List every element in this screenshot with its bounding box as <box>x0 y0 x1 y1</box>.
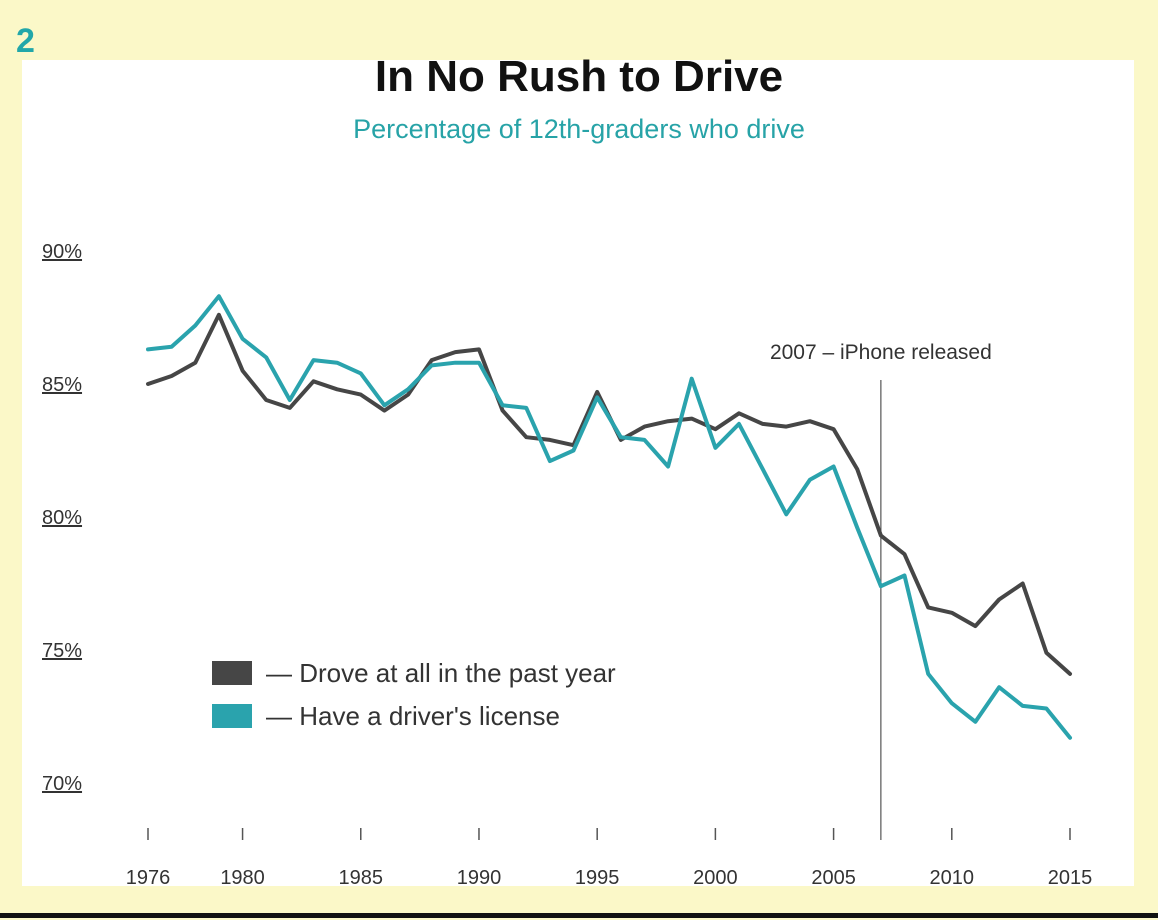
chart-title: In No Rush to Drive <box>374 52 784 101</box>
legend-swatch <box>212 704 252 728</box>
bottom-rule <box>0 913 1158 918</box>
legend-label: — Have a driver's license <box>266 701 560 731</box>
x-tick-label: 1995 <box>575 867 620 889</box>
y-tick-label: 70% <box>42 773 82 795</box>
y-tick-label: 75% <box>42 640 82 662</box>
iphone-release-annotation: 2007 – iPhone released <box>770 341 992 364</box>
x-tick-label: 2015 <box>1048 867 1093 889</box>
y-tick-label: 90% <box>42 241 82 263</box>
legend-swatch <box>212 661 252 685</box>
x-tick-label: 1980 <box>220 867 265 889</box>
x-tick-label: 2010 <box>930 867 975 889</box>
y-tick-label: 80% <box>42 507 82 529</box>
series-line-license <box>146 294 1072 740</box>
legend-label: — Drove at all in the past year <box>266 658 616 688</box>
x-tick-label: 1985 <box>339 867 384 889</box>
chart-panel <box>22 60 1134 886</box>
x-tick-label: 2005 <box>811 867 856 889</box>
x-tick-label: 1976 <box>126 867 171 889</box>
x-tick-label: 2000 <box>693 867 738 889</box>
series-line-drove <box>146 312 1072 676</box>
chart-subtitle: Percentage of 12th-graders who drive <box>353 114 805 144</box>
x-tick-label: 1990 <box>457 867 502 889</box>
figure-number: 2 <box>16 22 35 60</box>
y-tick-label: 85% <box>42 374 82 396</box>
